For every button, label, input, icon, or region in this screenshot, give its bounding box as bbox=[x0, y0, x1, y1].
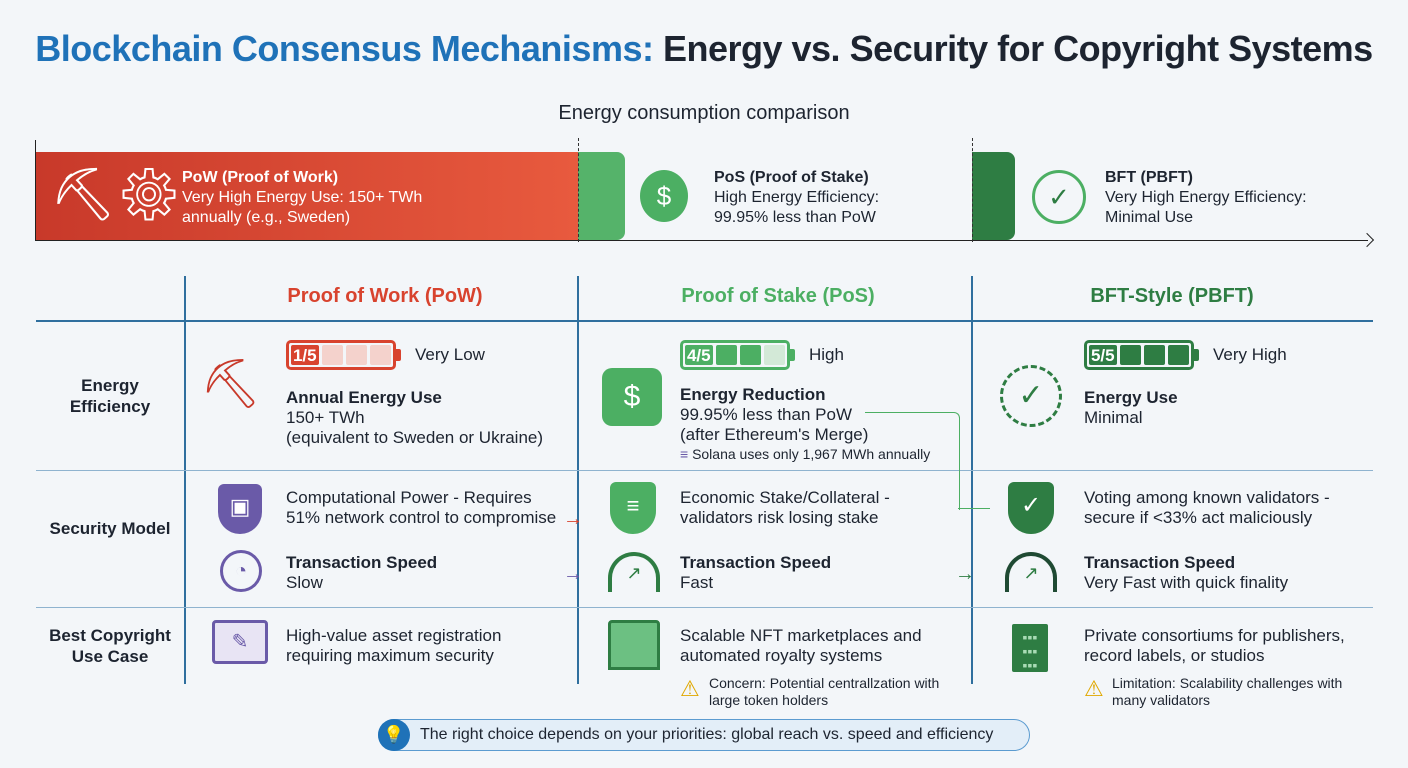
warning-icon: ⚠ bbox=[680, 676, 700, 701]
solana-note: ≡ Solana uses only 1,967 MWh annually bbox=[680, 446, 931, 462]
warning-icon: ⚠ bbox=[1084, 676, 1104, 701]
building-network-icon: ▪▪▪ ▪▪▪ ▪▪▪ bbox=[1012, 624, 1048, 672]
pos-use-case: Scalable NFT marketplaces and automated r… bbox=[680, 626, 922, 665]
bft-use-case: Private consortiums for publishers, recor… bbox=[1084, 626, 1345, 665]
bft-energy-bar bbox=[972, 152, 1015, 240]
stopwatch-icon: ◔ bbox=[220, 550, 262, 592]
arrow-icon: → bbox=[955, 563, 975, 585]
connector-arrow bbox=[958, 508, 990, 509]
battery-rating-pow: 1/5 Very Low bbox=[286, 340, 485, 370]
battery-rating-bft: 5/5 Very High bbox=[1084, 340, 1287, 370]
speedometer-icon: ↗ bbox=[608, 552, 660, 592]
pickaxe-chip-icon: ⛏ bbox=[200, 358, 261, 411]
pos-speed: Transaction Speed Fast bbox=[680, 553, 832, 592]
arrow-icon bbox=[1359, 232, 1375, 248]
bft-security: Voting among known validators - secure if… bbox=[1084, 488, 1330, 527]
divider bbox=[36, 607, 1373, 608]
battery-rating-pos: 4/5 High bbox=[680, 340, 844, 370]
pow-energy-label: PoW (Proof of Work) Very High Energy Use:… bbox=[182, 169, 423, 226]
divider bbox=[972, 138, 973, 242]
arrow-icon: → bbox=[563, 508, 583, 530]
shield-check-icon: ✓ bbox=[1008, 482, 1054, 534]
row-label-security: Security Model bbox=[49, 519, 171, 538]
bft-energy-detail: Energy Use Minimal bbox=[1084, 388, 1178, 427]
certificate-icon: ✎ bbox=[212, 620, 268, 664]
storefront-icon bbox=[608, 620, 660, 670]
divider bbox=[36, 320, 1373, 322]
divider bbox=[578, 138, 579, 242]
coins-icon: $ bbox=[640, 170, 688, 222]
column-header-pow: Proof of Work (PoW) bbox=[287, 285, 483, 307]
pos-energy-detail: Energy Reduction 99.95% less than PoW (aft… bbox=[680, 385, 869, 444]
bft-energy-label: BFT (PBFT) Very High Energy Efficiency: Mi… bbox=[1105, 169, 1307, 226]
pow-energy-detail: Annual Energy Use 150+ TWh (equivalent to … bbox=[286, 388, 544, 447]
divider bbox=[577, 276, 579, 684]
row-label-use-case: Best Copyright Use Case bbox=[49, 626, 171, 666]
arrow-icon: → bbox=[563, 563, 583, 585]
coins-icon: $ bbox=[602, 368, 662, 426]
bft-speed: Transaction Speed Very Fast with quick fi… bbox=[1084, 553, 1289, 592]
row-label-energy: Energy Efficiency bbox=[69, 376, 151, 416]
connector-arrow bbox=[865, 412, 960, 510]
speedometer-icon: ↗ bbox=[1005, 552, 1057, 592]
network-check-icon: ✓ bbox=[1032, 170, 1086, 224]
divider bbox=[971, 276, 973, 684]
x-axis bbox=[35, 240, 1368, 241]
page-title: Blockchain Consensus Mechanisms: Energy … bbox=[35, 28, 1373, 69]
chart-subtitle: Energy consumption comparison bbox=[558, 102, 850, 124]
pow-energy-bar bbox=[36, 152, 578, 240]
pos-security: Economic Stake/Collateral - validators ri… bbox=[680, 488, 890, 527]
pickaxe-chip-icon: ⛏⚙ bbox=[50, 166, 183, 224]
network-check-icon: ✓ bbox=[1000, 365, 1062, 427]
divider bbox=[184, 276, 186, 684]
bft-limitation: Limitation: Scalability challenges with m… bbox=[1112, 675, 1343, 708]
pow-speed: Transaction Speed Slow bbox=[286, 553, 438, 592]
pos-concern: Concern: Potential centrallzation with la… bbox=[709, 675, 940, 708]
y-axis bbox=[35, 140, 36, 241]
lightbulb-icon: 💡 bbox=[378, 719, 410, 751]
pos-energy-bar bbox=[578, 152, 625, 240]
pos-energy-label: PoS (Proof of Stake) High Energy Efficien… bbox=[714, 169, 880, 226]
column-header-pos: Proof of Stake (PoS) bbox=[681, 285, 875, 307]
footer-callout: 💡 The right choice depends on your prior… bbox=[378, 719, 1030, 751]
pow-security: Computational Power - Requires 51% networ… bbox=[286, 488, 557, 527]
list-icon: ≡ bbox=[680, 446, 689, 462]
divider bbox=[36, 470, 1373, 471]
shield-chip-icon: ▣ bbox=[218, 484, 262, 534]
shield-coins-icon: ≡ bbox=[610, 482, 656, 534]
column-header-bft: BFT-Style (PBFT) bbox=[1090, 285, 1254, 307]
pow-use-case: High-value asset registration requiring m… bbox=[286, 626, 502, 665]
